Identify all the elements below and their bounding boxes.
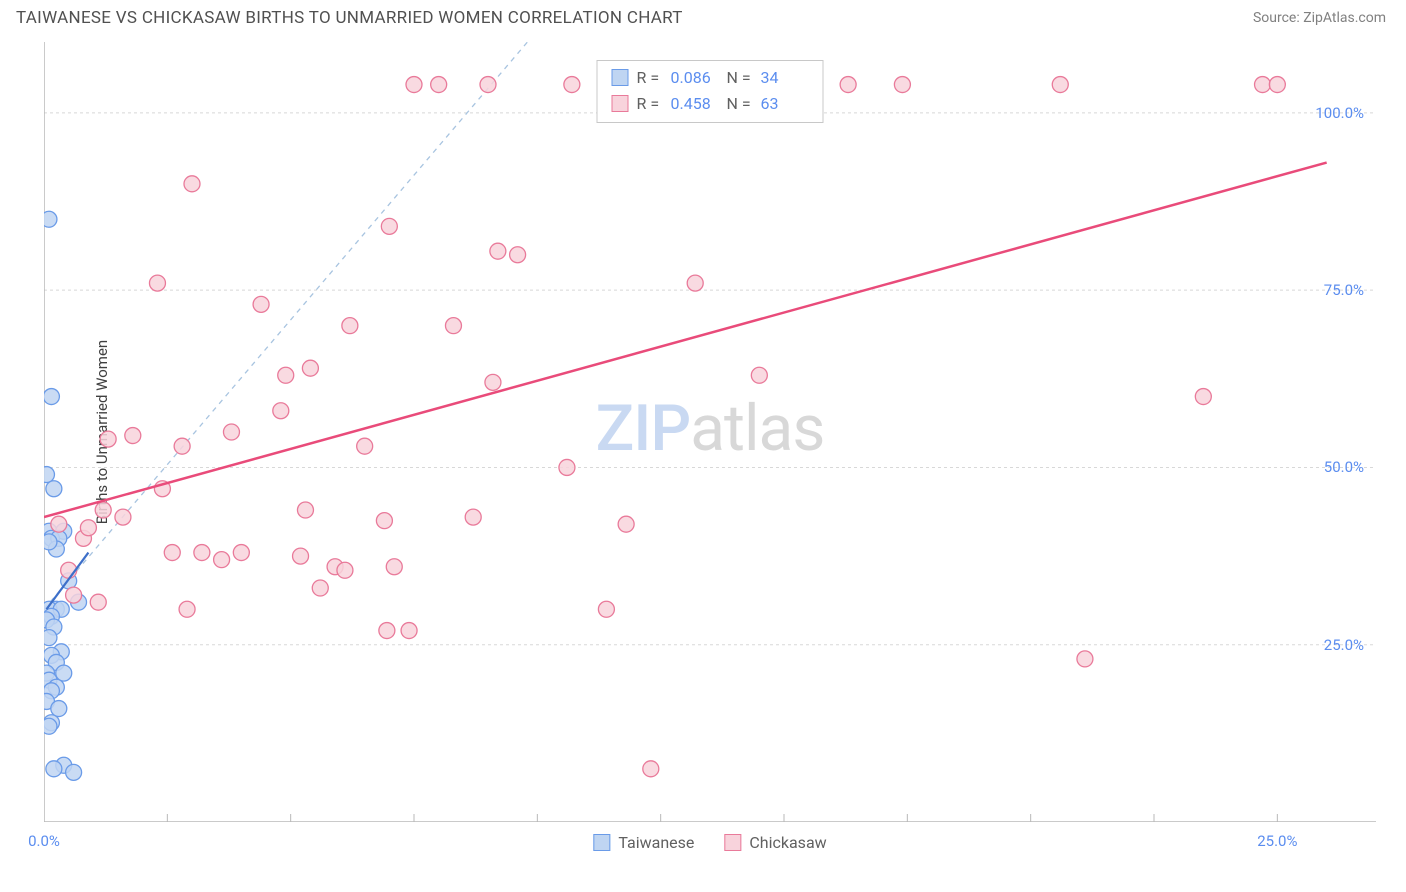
series-swatch [612,69,629,86]
series-swatch [593,834,610,851]
r-label: R = [637,65,663,91]
y-tick-label: 50.0% [1324,458,1370,476]
chart-source: Source: ZipAtlas.com [1253,10,1386,26]
r-value: 0.458 [671,91,719,117]
x-tick-label: 0.0% [28,832,60,850]
legend-label: Taiwanese [618,833,694,852]
chart-header: TAIWANESE VS CHICKASAW BIRTHS TO UNMARRI… [0,0,1406,32]
stats-legend-box: R = 0.086 N = 34 R = 0.458 N = 63 [597,60,824,123]
series-swatch [724,834,741,851]
stats-row: R = 0.458 N = 63 [612,91,809,117]
chart-title: TAIWANESE VS CHICKASAW BIRTHS TO UNMARRI… [16,8,683,28]
scatter-plot-svg [44,42,1376,822]
y-tick-label: 75.0% [1324,281,1370,299]
n-value: 63 [761,91,809,117]
legend-item: Taiwanese [593,833,694,852]
y-tick-label: 100.0% [1315,104,1370,122]
y-tick-label: 25.0% [1324,636,1370,654]
n-label: N = [727,91,753,117]
n-value: 34 [761,65,809,91]
n-label: N = [727,65,753,91]
bottom-legend: Taiwanese Chickasaw [593,833,826,852]
series-swatch [612,95,629,112]
r-label: R = [637,91,663,117]
correlation-chart: Births to Unmarried Women ZIPatlas R =0.… [44,42,1376,822]
stats-row: R = 0.086 N = 34 [612,65,809,91]
r-value: 0.086 [671,65,719,91]
legend-item: Chickasaw [724,833,826,852]
x-tick-label: 25.0% [1257,832,1297,850]
legend-label: Chickasaw [749,833,826,852]
